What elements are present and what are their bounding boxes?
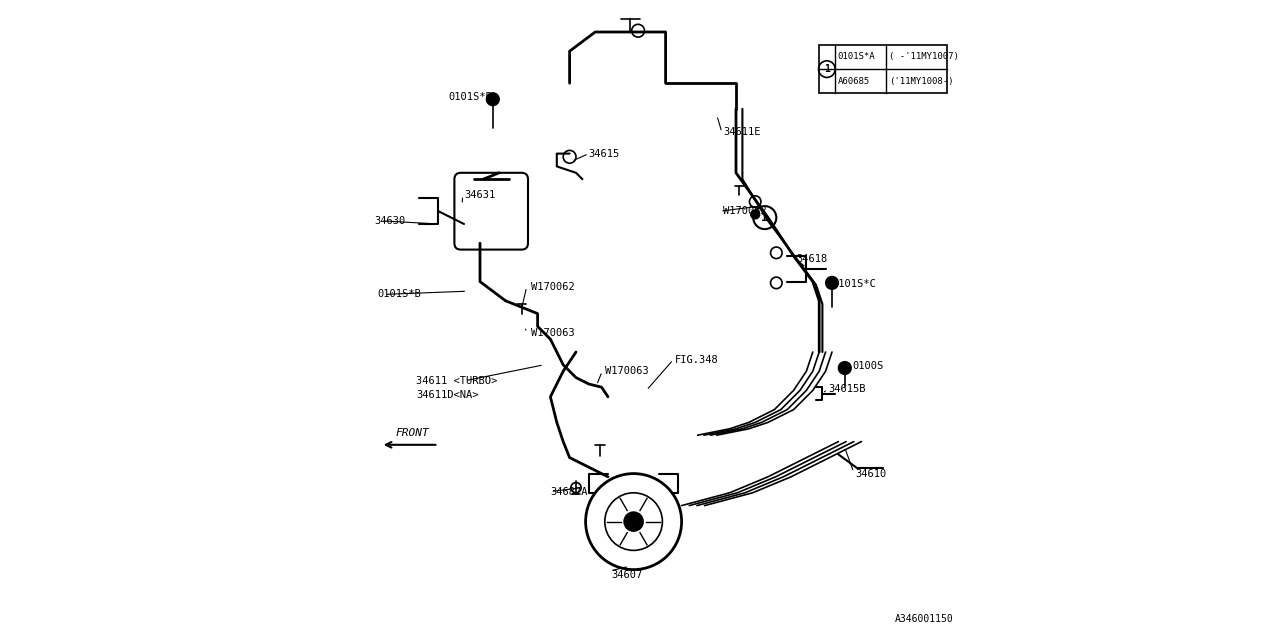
Text: W170063: W170063 xyxy=(531,328,575,338)
FancyBboxPatch shape xyxy=(454,173,529,250)
Text: A346001150: A346001150 xyxy=(895,614,954,624)
Text: 1: 1 xyxy=(762,212,768,223)
Text: 34615: 34615 xyxy=(589,148,620,159)
Text: 34610: 34610 xyxy=(855,468,886,479)
Circle shape xyxy=(750,210,760,219)
Text: 0101S*A: 0101S*A xyxy=(838,52,876,61)
Circle shape xyxy=(826,276,838,289)
Text: W170063: W170063 xyxy=(604,366,649,376)
Text: 34611 <TURBO>: 34611 <TURBO> xyxy=(416,376,497,386)
Text: 34618: 34618 xyxy=(796,254,828,264)
Text: 34687A: 34687A xyxy=(550,486,588,497)
Text: 34607: 34607 xyxy=(612,570,643,580)
Text: 34630: 34630 xyxy=(374,216,406,226)
Circle shape xyxy=(486,93,499,106)
Text: 1: 1 xyxy=(824,64,829,74)
Text: FRONT: FRONT xyxy=(396,428,430,438)
Text: A60685: A60685 xyxy=(838,77,870,86)
Text: 34611D<NA>: 34611D<NA> xyxy=(416,390,479,400)
Text: ('11MY1008-): ('11MY1008-) xyxy=(890,77,954,86)
Circle shape xyxy=(838,362,851,374)
Text: 0101S*B: 0101S*B xyxy=(448,92,492,102)
Text: 0100S: 0100S xyxy=(852,361,883,371)
Circle shape xyxy=(625,512,644,531)
Text: FIG.348: FIG.348 xyxy=(676,355,719,365)
Text: 34631: 34631 xyxy=(465,190,495,200)
Text: 34615B: 34615B xyxy=(829,384,867,394)
Text: W170062: W170062 xyxy=(723,206,767,216)
Text: 34611E: 34611E xyxy=(723,127,760,138)
Text: 0101S*C: 0101S*C xyxy=(832,278,876,289)
Text: 0101S*B: 0101S*B xyxy=(378,289,421,300)
Text: ( -'11MY1007): ( -'11MY1007) xyxy=(890,52,959,61)
Text: W170062: W170062 xyxy=(531,282,575,292)
Bar xyxy=(819,45,947,93)
